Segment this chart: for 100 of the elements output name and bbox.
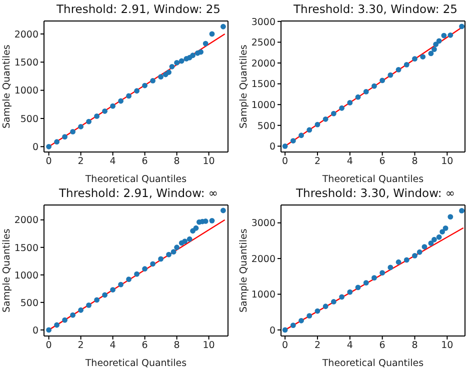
point xyxy=(158,256,164,262)
x-tick-label: 10 xyxy=(441,156,454,168)
point xyxy=(190,52,196,58)
point xyxy=(459,24,464,30)
y-tick-label: 0 xyxy=(32,142,38,154)
point xyxy=(202,40,208,46)
point xyxy=(150,78,156,84)
point xyxy=(388,264,394,270)
point xyxy=(102,292,108,298)
y-tick-label: 2500 xyxy=(251,38,276,49)
y-tick-label: 3000 xyxy=(251,16,276,28)
point xyxy=(118,282,124,288)
point xyxy=(412,252,418,258)
y-tick-label: 2000 xyxy=(14,29,38,40)
point xyxy=(433,42,439,47)
chart-title: Threshold: 3.30, Window: 25 xyxy=(292,2,458,16)
point xyxy=(220,208,226,214)
point xyxy=(347,289,353,295)
x-axis-title: Theoretical Quantiles xyxy=(321,174,424,185)
point xyxy=(380,78,386,84)
x-tick-label: 4 xyxy=(346,340,353,352)
point xyxy=(220,24,226,30)
y-axis-title: Sample Quantiles xyxy=(238,44,250,128)
point xyxy=(126,276,132,282)
x-tick-label: 0 xyxy=(46,340,52,352)
point xyxy=(170,249,176,254)
point xyxy=(86,302,92,308)
x-tick-label: 0 xyxy=(282,340,288,352)
x-tick-label: 2 xyxy=(314,156,320,168)
point xyxy=(396,66,402,72)
point xyxy=(459,208,464,214)
point xyxy=(169,64,175,70)
point xyxy=(441,32,447,38)
point xyxy=(339,105,344,111)
point xyxy=(442,226,448,231)
point xyxy=(416,249,422,255)
point xyxy=(432,46,437,52)
point xyxy=(440,229,446,234)
y-tick-label: 1500 xyxy=(251,79,276,90)
point xyxy=(306,127,312,133)
point xyxy=(86,118,92,124)
x-tick-label: 8 xyxy=(174,156,180,168)
point xyxy=(330,110,336,116)
point xyxy=(436,38,442,44)
y-tick-label: 1000 xyxy=(14,270,38,282)
point xyxy=(290,322,296,328)
x-axis-title: Theoretical Quantiles xyxy=(321,358,424,368)
x-tick-label: 4 xyxy=(110,340,116,352)
y-tick-label: 500 xyxy=(20,298,38,309)
point xyxy=(306,313,312,319)
x-tick-label: 0 xyxy=(282,156,288,168)
point xyxy=(412,56,418,62)
point xyxy=(186,236,192,242)
x-tick-label: 8 xyxy=(174,340,180,352)
point xyxy=(70,129,76,134)
y-axis-title: Sample Quantiles xyxy=(1,228,12,312)
point xyxy=(298,318,304,324)
y-tick-label: 3000 xyxy=(251,218,276,230)
point xyxy=(282,327,288,333)
x-tick-label: 4 xyxy=(346,156,353,168)
point xyxy=(314,122,320,128)
point xyxy=(134,271,140,277)
point xyxy=(209,31,215,37)
point xyxy=(102,108,108,114)
point xyxy=(290,138,296,144)
y-tick-label: 2000 xyxy=(251,58,276,70)
y-tick-label: 1000 xyxy=(14,86,38,97)
y-tick-label: 1500 xyxy=(14,242,38,254)
point xyxy=(198,49,204,55)
x-tick-label: 8 xyxy=(412,340,418,352)
point xyxy=(62,317,68,323)
x-tick-label: 10 xyxy=(202,340,215,352)
point xyxy=(422,244,428,250)
point xyxy=(62,134,68,140)
point xyxy=(314,308,320,314)
y-tick-label: 500 xyxy=(20,114,38,125)
x-tick-label: 6 xyxy=(142,156,148,168)
point xyxy=(396,259,402,265)
point xyxy=(330,299,336,304)
x-tick-label: 6 xyxy=(142,340,148,352)
point xyxy=(150,261,156,267)
y-axis-title: Sample Quantiles xyxy=(238,228,250,312)
point xyxy=(372,83,377,89)
point xyxy=(436,234,442,240)
x-tick-label: 10 xyxy=(202,156,215,168)
point xyxy=(134,88,140,94)
y-tick-label: 2000 xyxy=(14,215,38,226)
chart-title: Threshold: 2.91, Window: 25 xyxy=(56,2,222,16)
y-tick-label: 0 xyxy=(269,325,276,336)
point xyxy=(372,275,377,281)
point xyxy=(363,280,369,286)
point xyxy=(182,238,188,244)
point xyxy=(166,70,172,75)
point xyxy=(380,270,386,276)
point xyxy=(347,100,353,106)
x-tick-label: 6 xyxy=(379,156,386,168)
y-axis-title: Sample Quantiles xyxy=(1,44,12,128)
x-tick-label: 2 xyxy=(314,340,320,352)
point xyxy=(110,103,116,109)
point xyxy=(178,58,184,64)
